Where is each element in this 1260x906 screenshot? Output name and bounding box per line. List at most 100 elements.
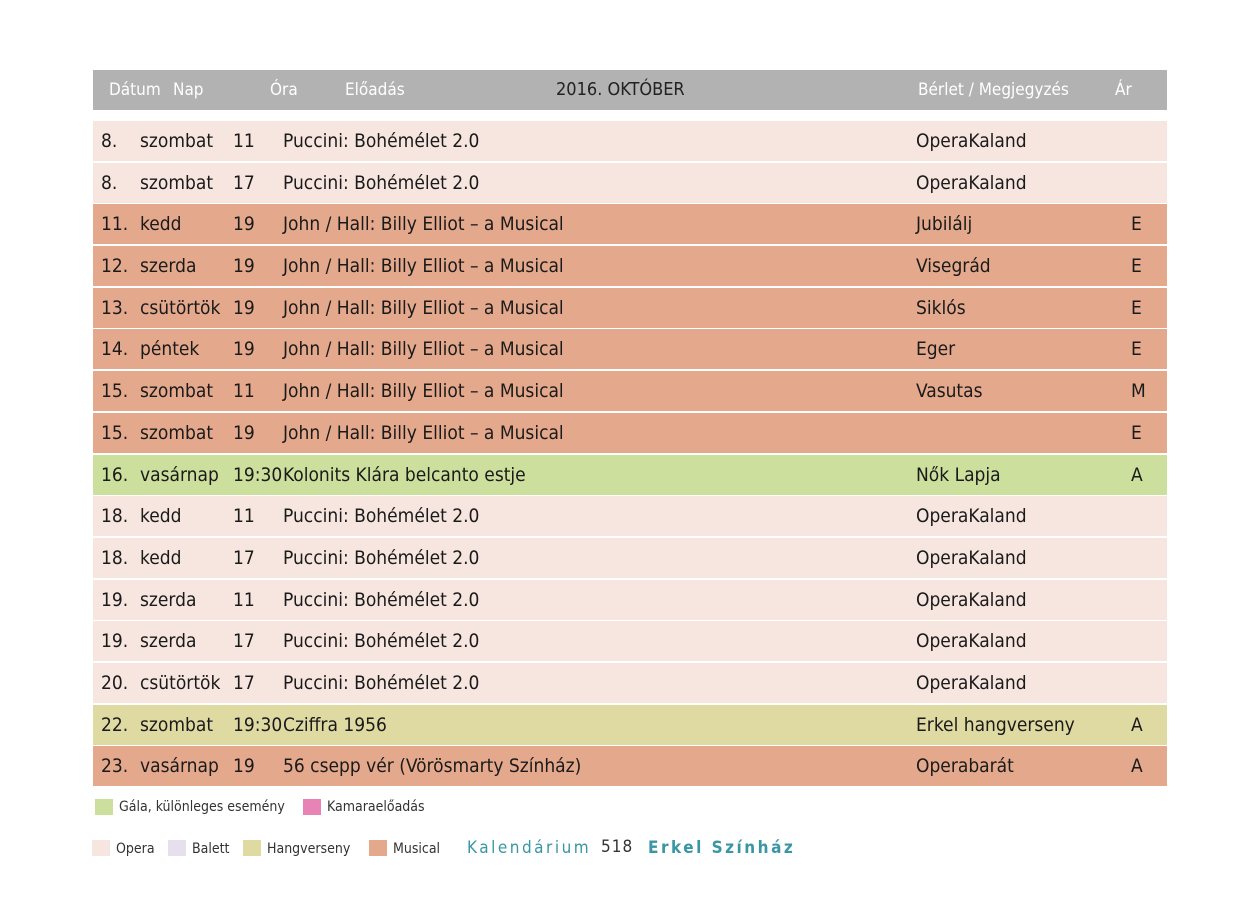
cell-day: szerda: [140, 255, 197, 278]
cell-hour: 17: [233, 671, 255, 694]
cell-title: Puccini: Bohémélet 2.0: [283, 630, 480, 653]
legend-label-gala: Gála, különleges esemény: [119, 799, 285, 815]
table-row: 15. szombat 11 John / Hall: Billy Elliot – …: [93, 371, 1167, 412]
cell-date: 11.: [101, 213, 129, 236]
schedule-table: 8. szombat 11 Puccini: Bohémélet 2.0 OperaKa…: [93, 121, 1167, 788]
cell-price: E: [1131, 255, 1142, 278]
cell-berlet: OperaKaland: [916, 505, 1027, 528]
cell-hour: 11: [233, 380, 255, 403]
cell-title: John / Hall: Billy Elliot – a Musical: [283, 296, 564, 319]
cell-hour: 11: [233, 505, 255, 528]
column-header-price: Ár: [1115, 80, 1132, 100]
cell-title: John / Hall: Billy Elliot – a Musical: [283, 338, 564, 361]
cell-hour: 19:30: [233, 713, 283, 736]
table-row: 12. szerda 19 John / Hall: Billy Elliot – a…: [93, 246, 1167, 287]
cell-day: szombat: [140, 130, 214, 152]
table-row: 16. vasárnap 19:30 Kolonits Klára belcanto …: [93, 454, 1167, 495]
legend-swatch-kamara: [303, 799, 321, 815]
cell-day: péntek: [140, 338, 200, 361]
cell-date: 23.: [101, 755, 129, 778]
cell-hour: 19: [233, 421, 255, 444]
cell-day: kedd: [140, 546, 182, 569]
cell-berlet: Jubilálj: [916, 213, 973, 236]
cell-hour: 17: [233, 546, 255, 569]
cell-title: 56 csepp vér (Vörösmarty Színház): [283, 755, 582, 778]
legend-label-hangverseny: Hangverseny: [267, 841, 351, 857]
cell-berlet: Vasutas: [916, 380, 983, 403]
legend-swatch-gala: [95, 799, 113, 815]
page-number: 518: [601, 837, 634, 857]
cell-day: csütörtök: [140, 296, 221, 319]
table-row: 22. szombat 19:30 Cziffra 1956 Erkel hangver…: [93, 704, 1167, 745]
footer-kalendarium: Kalendárium: [467, 838, 592, 858]
cell-berlet: Eger: [916, 338, 956, 361]
cell-berlet: OperaKaland: [916, 130, 1027, 152]
cell-hour: 19:30: [233, 463, 283, 486]
cell-title: John / Hall: Billy Elliot – a Musical: [283, 255, 564, 278]
month-title: 2016. OKTÓBER: [556, 79, 685, 100]
cell-title: Kolonits Klára belcanto estje: [283, 463, 526, 486]
cell-date: 15.: [101, 380, 129, 403]
cell-title: Cziffra 1956: [283, 713, 387, 736]
cell-day: szombat: [140, 713, 214, 736]
cell-price: A: [1131, 713, 1143, 736]
cell-hour: 17: [233, 630, 255, 653]
legend-label-opera: Opera: [116, 841, 155, 857]
cell-hour: 19: [233, 255, 255, 278]
cell-date: 16.: [101, 463, 129, 486]
cell-price: E: [1131, 213, 1142, 236]
cell-berlet: OperaKaland: [916, 546, 1027, 569]
cell-title: Puccini: Bohémélet 2.0: [283, 588, 480, 611]
table-row: 23. vasárnap 19 56 csepp vér (Vörösmarty Sz…: [93, 746, 1167, 787]
table-row: 19. szerda 17 Puccini: Bohémélet 2.0 OperaKa…: [93, 621, 1167, 662]
cell-day: szombat: [140, 171, 214, 194]
table-row: 8. szombat 11 Puccini: Bohémélet 2.0 OperaKa…: [93, 121, 1167, 161]
cell-title: John / Hall: Billy Elliot – a Musical: [283, 213, 564, 236]
table-row: 14. péntek 19 John / Hall: Billy Elliot – a…: [93, 329, 1167, 370]
cell-title: Puccini: Bohémélet 2.0: [283, 505, 480, 528]
cell-day: kedd: [140, 213, 182, 236]
column-header-day: Nap: [173, 80, 204, 100]
cell-berlet: OperaKaland: [916, 588, 1027, 611]
cell-title: John / Hall: Billy Elliot – a Musical: [283, 380, 564, 403]
cell-price: A: [1131, 463, 1143, 486]
cell-day: csütörtök: [140, 671, 221, 694]
cell-date: 19.: [101, 588, 129, 611]
cell-date: 8.: [101, 130, 118, 152]
cell-day: szombat: [140, 421, 214, 444]
cell-price: E: [1131, 421, 1142, 444]
cell-berlet: OperaKaland: [916, 671, 1027, 694]
cell-day: vasárnap: [140, 463, 219, 486]
table-row: 13. csütörtök 19 John / Hall: Billy Elliot …: [93, 287, 1167, 328]
cell-price: E: [1131, 296, 1142, 319]
legend-label-musical: Musical: [393, 841, 441, 857]
cell-berlet: Operabarát: [916, 755, 1014, 778]
legend-swatch-hangverseny: [243, 840, 261, 856]
cell-price: M: [1131, 380, 1146, 403]
cell-hour: 19: [233, 755, 255, 778]
cell-hour: 19: [233, 338, 255, 361]
table-row: 18. kedd 11 Puccini: Bohémélet 2.0 OperaKala…: [93, 496, 1167, 537]
cell-hour: 11: [233, 588, 255, 611]
cell-berlet: Visegrád: [916, 255, 991, 278]
column-header-hour: Óra: [270, 80, 298, 100]
cell-title: John / Hall: Billy Elliot – a Musical: [283, 421, 564, 444]
cell-date: 18.: [101, 505, 129, 528]
cell-date: 8.: [101, 171, 118, 194]
cell-date: 12.: [101, 255, 129, 278]
cell-date: 18.: [101, 546, 129, 569]
cell-date: 13.: [101, 296, 129, 319]
legend-label-kamara: Kamaraelőadás: [327, 799, 425, 815]
cell-hour: 17: [233, 171, 255, 194]
cell-hour: 19: [233, 213, 255, 236]
cell-title: Puccini: Bohémélet 2.0: [283, 171, 480, 194]
cell-date: 20.: [101, 671, 129, 694]
cell-berlet: Erkel hangverseny: [916, 713, 1075, 736]
cell-berlet: OperaKaland: [916, 171, 1027, 194]
legend-swatch-musical: [369, 840, 387, 856]
column-header-berlet: Bérlet / Megjegyzés: [918, 80, 1069, 100]
footer-theatre-name: Erkel Színház: [648, 838, 796, 858]
table-header: Dátum Nap Óra Előadás 2016. OKTÓBER Bérl…: [93, 70, 1167, 110]
table-row: 20. csütörtök 17 Puccini: Bohémélet 2.0 Oper…: [93, 662, 1167, 703]
cell-date: 15.: [101, 421, 129, 444]
